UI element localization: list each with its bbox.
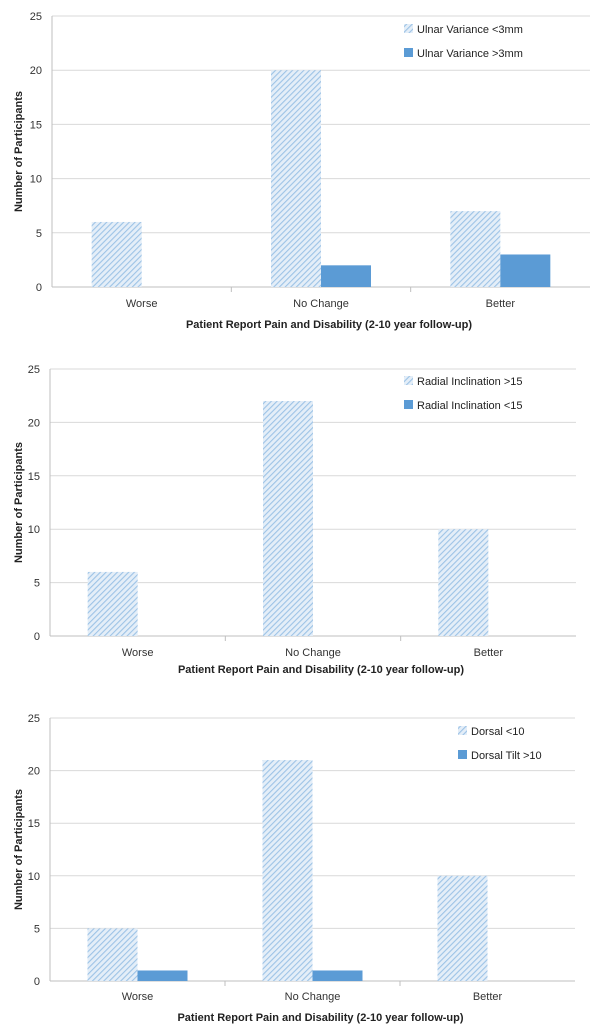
bar-hatched (263, 401, 313, 636)
y-tick-label: 0 (34, 631, 40, 643)
legend-label: Radial Inclination >15 (417, 376, 523, 388)
bar-solid (312, 970, 363, 981)
y-axis-title: Number of Participants (13, 91, 25, 212)
bar-hatched (262, 760, 313, 981)
y-tick-label: 10 (30, 174, 42, 186)
y-tick-label: 25 (28, 713, 40, 725)
x-category-label: Better (474, 647, 504, 659)
y-tick-label: 15 (28, 818, 40, 830)
legend-label: Dorsal Tilt >10 (471, 750, 542, 762)
legend-label: Ulnar Variance >3mm (417, 48, 523, 60)
bar-chart-svg: 0 5 10 15 20 25 Worse No Change Better Patient Re… (13, 11, 590, 331)
x-category-label: Better (473, 991, 503, 1003)
bar-hatched (438, 529, 489, 636)
bar-solid (137, 970, 188, 981)
legend-swatch (404, 24, 413, 33)
x-category-label: No Change (285, 647, 341, 659)
y-tick-label: 25 (30, 11, 42, 23)
y-tick-label: 5 (34, 923, 40, 935)
legend-swatch (458, 750, 467, 759)
legend-swatch (404, 376, 413, 385)
bar-chart-svg: 0 5 10 15 20 25 Worse No Change Better Patient Re… (13, 364, 576, 676)
y-tick-label: 20 (28, 766, 40, 778)
bar-hatched (271, 70, 321, 287)
chart-radial-inclination: 0 5 10 15 20 25 Worse No Change Better Patient Re… (0, 355, 600, 685)
legend-swatch (458, 726, 467, 735)
y-tick-label: 5 (34, 578, 40, 590)
x-axis-title: Patient Report Pain and Disability (2-10… (177, 1012, 463, 1024)
legend-label: Ulnar Variance <3mm (417, 24, 523, 36)
y-axis-title: Number of Participants (13, 442, 25, 563)
y-tick-label: 5 (36, 228, 42, 240)
chart-ulnar-variance: 0 5 10 15 20 25 Worse No Change Better Patient Re… (0, 0, 600, 340)
y-axis-title: Number of Participants (13, 789, 25, 910)
x-category-label: No Change (293, 298, 349, 310)
bar-hatched (450, 211, 501, 287)
y-tick-label: 20 (28, 417, 40, 429)
x-category-label: Worse (122, 647, 154, 659)
y-tick-label: 25 (28, 364, 40, 376)
x-category-label: Better (486, 298, 516, 310)
y-tick-label: 0 (36, 282, 42, 294)
y-tick-label: 15 (28, 471, 40, 483)
y-tick-label: 10 (28, 524, 40, 536)
bar-hatched (87, 928, 138, 981)
bar-hatched (87, 571, 138, 636)
legend-label: Radial Inclination <15 (417, 400, 523, 412)
chart-dorsal-tilt: 0 5 10 15 20 25 Worse No Change Better Patient Re… (0, 705, 600, 1033)
x-axis-title: Patient Report Pain and Disability (2-10… (178, 664, 464, 676)
legend-label: Dorsal <10 (471, 726, 525, 738)
x-category-label: No Change (285, 991, 341, 1003)
legend-swatch (404, 400, 413, 409)
x-category-label: Worse (122, 991, 154, 1003)
bar-hatched (91, 221, 142, 287)
x-axis-title: Patient Report Pain and Disability (2-10… (186, 319, 472, 331)
x-category-label: Worse (126, 298, 158, 310)
bar-solid (321, 265, 371, 287)
y-tick-label: 0 (34, 976, 40, 988)
bar-hatched (437, 875, 488, 981)
bar-chart-svg: 0 5 10 15 20 25 Worse No Change Better Patient Re… (13, 713, 575, 1024)
y-tick-label: 15 (30, 119, 42, 131)
legend-swatch (404, 48, 413, 57)
y-tick-label: 10 (28, 871, 40, 883)
y-tick-label: 20 (30, 65, 42, 77)
bar-solid (500, 254, 551, 287)
